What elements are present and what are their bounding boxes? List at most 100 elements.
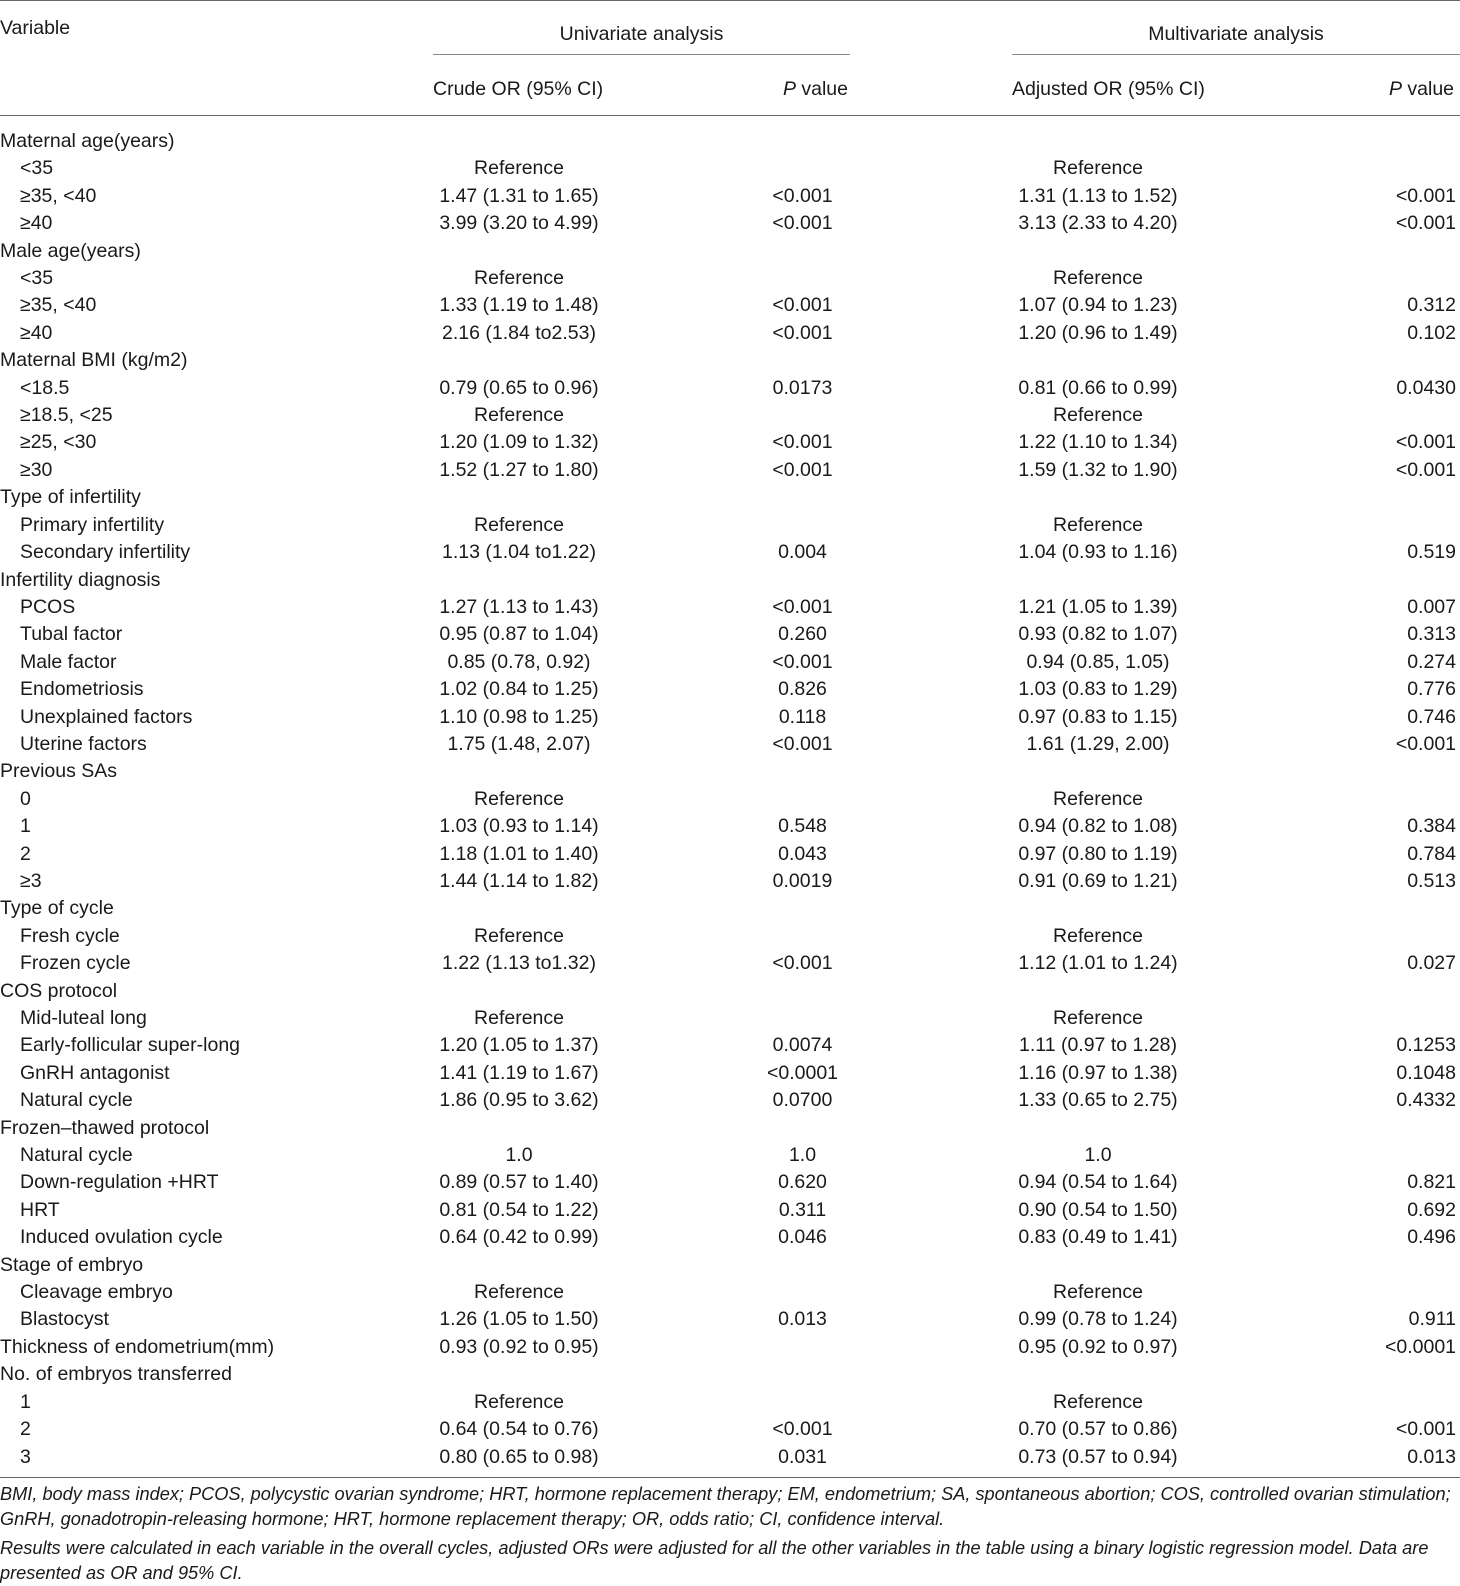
table-row: Male factor 0.85 (0.78, 0.92) <0.001 0.94 (… (0, 649, 1460, 676)
adjusted-or-cell: 1.61 (1.29, 2.00) (1026, 732, 1170, 755)
crude-or-cell: 1.18 (1.01 to 1.40) (439, 842, 599, 865)
adjusted-or-cell: 1.04 (0.93 to 1.16) (1018, 541, 1178, 564)
spacer-cell (850, 758, 1012, 785)
p-value-univariate-cell: 0.004 (778, 541, 827, 564)
footnote-method: Results were calculated in each variable… (0, 1537, 1429, 1583)
variable-cell: COS protocol (0, 979, 118, 1002)
p-value-univariate-cell (615, 402, 850, 429)
p-value-multivariate-cell (1194, 1389, 1460, 1416)
table-row: <35 Reference Reference (0, 155, 1460, 182)
table-row: 3 0.80 (0.65 to 0.98) 0.031 0.73 (0.57 to 0… (0, 1443, 1460, 1478)
variable-cell: 1 (20, 1390, 31, 1413)
crude-or-cell: 0.85 (0.78, 0.92) (447, 650, 591, 673)
adjusted-or-cell: Reference (1053, 404, 1143, 427)
p-value-univariate-cell: <0.001 (772, 595, 833, 618)
adjusted-or-cell: Reference (1053, 1281, 1143, 1304)
crude-or-cell: 1.26 (1.05 to 1.50) (439, 1308, 599, 1331)
table-row: Cleavage embryo Reference Reference (0, 1279, 1460, 1306)
adjusted-or-cell: Reference (1053, 267, 1143, 290)
header-blank-2 (850, 65, 1012, 116)
p-value-multivariate-cell: 0.1253 (1396, 1034, 1457, 1057)
adjusted-or-cell: Reference (1053, 513, 1143, 536)
p-value-univariate-cell: 0.0019 (772, 869, 833, 892)
spacer-cell (850, 539, 1012, 566)
p-value-multivariate-cell: 0.1048 (1396, 1061, 1457, 1084)
crude-or-cell: 1.52 (1.27 to 1.80) (439, 458, 599, 481)
p-value-univariate-cell: 0.0700 (772, 1089, 833, 1112)
p-value-multivariate-cell: 0.007 (1407, 595, 1457, 618)
table-row: Frozen–thawed protocol (0, 1115, 1460, 1142)
table-row: ≥40 3.99 (3.20 to 4.99) <0.001 3.13 (2.33 t… (0, 210, 1460, 237)
adjusted-or-cell: 1.33 (0.65 to 2.75) (1018, 1089, 1178, 1112)
spacer-cell (850, 1416, 1012, 1443)
table-row: Infertility diagnosis (0, 567, 1460, 594)
adjusted-or-cell (1012, 238, 1194, 265)
variable-cell: 2 (20, 1418, 31, 1441)
spacer-cell (850, 1306, 1012, 1333)
p-value-univariate-cell: <0.001 (772, 732, 833, 755)
crude-or-cell: 0.79 (0.65 to 0.96) (439, 376, 599, 399)
variable-header: Variable (0, 17, 71, 39)
crude-or-cell: 1.41 (1.19 to 1.67) (439, 1061, 599, 1084)
spacer-cell (850, 429, 1012, 456)
adjusted-or-cell: 0.70 (0.57 to 0.86) (1018, 1418, 1178, 1441)
p-value-univariate-cell: 0.0074 (772, 1034, 833, 1057)
table-row: Mid-luteal long Reference Reference (0, 1005, 1460, 1032)
p-value-multivariate-cell (1194, 484, 1460, 511)
p-value-multivariate-cell: 0.013 (1194, 1443, 1460, 1478)
variable-cell: <35 (20, 157, 54, 180)
adjusted-or-header: Adjusted OR (95% CI) (1012, 65, 1205, 116)
table-row: Unexplained factors 1.10 (0.98 to 1.25) 0.… (0, 704, 1460, 731)
spacer-cell (850, 1115, 1012, 1142)
variable-cell: Secondary infertility (20, 541, 191, 564)
p-value-multivariate-cell: <0.001 (1395, 458, 1457, 481)
spacer-cell (850, 512, 1012, 539)
header-row-groups: Variable Univariate analysis Multivariat… (0, 0, 1460, 66)
univariate-header-label: Univariate analysis (559, 22, 724, 45)
spacer-cell (850, 704, 1012, 731)
crude-or-cell: Reference (474, 513, 564, 536)
p-value-multivariate-cell: 0.102 (1407, 321, 1457, 344)
p-value-univariate-cell (615, 1389, 850, 1416)
spacer-cell (850, 457, 1012, 484)
table-row: ≥35, <40 1.33 (1.19 to 1.48) <0.001 1.07 (0… (0, 292, 1460, 319)
spacer-cell (850, 320, 1012, 347)
spacer-cell (850, 1252, 1012, 1279)
crude-or-cell: 1.86 (0.95 to 3.62) (439, 1089, 599, 1112)
p-value-univariate-cell: <0.001 (772, 431, 833, 454)
crude-or-cell: 1.20 (1.09 to 1.32) (439, 431, 599, 454)
univariate-header: Univariate analysis (433, 1, 850, 66)
crude-or-cell: Reference (474, 1007, 564, 1029)
p-value-multivariate-cell: 0.821 (1407, 1171, 1457, 1194)
variable-cell: PCOS (20, 595, 76, 618)
adjusted-or-cell: 1.31 (1.13 to 1.52) (1018, 184, 1178, 207)
p-value-multivariate-cell (1194, 402, 1460, 429)
univariate-underline (433, 54, 850, 56)
crude-or-cell (433, 895, 615, 922)
variable-cell: <18.5 (20, 376, 70, 399)
p-value-univariate-cell: <0.001 (772, 212, 833, 235)
variable-cell: Type of infertility (0, 486, 141, 509)
p-value-univariate-cell (615, 567, 850, 594)
adjusted-or-cell: Reference (1053, 1007, 1143, 1029)
table-row: 0 Reference Reference (0, 786, 1460, 813)
variable-cell: ≥18.5, <25 (20, 404, 113, 427)
adjusted-or-cell: Reference (1053, 157, 1143, 180)
variable-cell: 0 (20, 787, 31, 810)
table-row: No. of embryos transferred (0, 1361, 1460, 1388)
adjusted-or-cell: 1.22 (1.10 to 1.34) (1018, 431, 1178, 454)
p-value-multivariate-cell: <0.001 (1395, 184, 1457, 207)
crude-or-cell (433, 758, 615, 785)
spacer-cell (850, 484, 1012, 511)
table-row: Endometriosis 1.02 (0.84 to 1.25) 0.826 1.0… (0, 676, 1460, 703)
variable-cell: Maternal age(years) (0, 130, 175, 152)
table-row: Type of infertility (0, 484, 1460, 511)
spacer-cell (850, 1005, 1012, 1032)
adjusted-or-cell: 0.91 (0.69 to 1.21) (1018, 869, 1178, 892)
crude-or-cell: 1.75 (1.48, 2.07) (447, 732, 591, 755)
table-row: Early-follicular super-long 1.20 (1.05 to… (0, 1032, 1460, 1059)
p-value-univariate-cell: <0.001 (772, 650, 833, 673)
crude-or-cell: 1.22 (1.13 to1.32) (442, 952, 596, 975)
spacer-cell (850, 1279, 1012, 1306)
p-value-multivariate-cell (1194, 1115, 1460, 1142)
